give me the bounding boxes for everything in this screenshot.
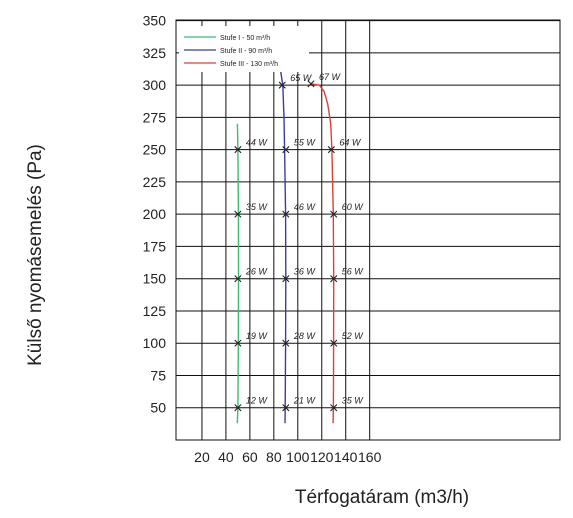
data-point-marker — [278, 81, 286, 89]
data-point-label: 21 W — [293, 396, 317, 406]
y-tick-label: 175 — [143, 238, 167, 254]
y-tick-label: 50 — [150, 400, 166, 416]
x-tick-label: 20 — [194, 449, 210, 465]
y-tick-label: 350 — [143, 13, 167, 29]
data-point-label: 36 W — [294, 267, 317, 277]
data-point-label: 67 W — [319, 72, 342, 82]
data-point-label: 28 W — [293, 331, 317, 341]
y-tick-label: 200 — [143, 206, 167, 222]
y-tick-label: 125 — [143, 303, 167, 319]
data-point-marker — [234, 339, 242, 347]
x-tick-label: 80 — [266, 449, 282, 465]
series-3: 35 W 52 W 56 W 60 W 64 W 67 W — [307, 72, 365, 424]
series-line — [276, 59, 287, 424]
data-point-marker — [234, 210, 242, 218]
legend-box — [179, 26, 309, 72]
y-tick-label: 300 — [143, 77, 167, 93]
legend-entry: Stufe II - 90 m³/h — [220, 48, 272, 55]
data-point-label: 60 W — [342, 202, 365, 212]
data-point-marker — [330, 404, 338, 412]
y-tick-label: 150 — [143, 271, 167, 287]
y-tick-labels: 50 75 100 125 150 175 200 225 250 275 300 325 350 — [143, 13, 167, 416]
data-point-marker — [234, 275, 242, 283]
y-tick-label: 100 — [143, 335, 167, 351]
data-point-label: 35 W — [342, 396, 365, 406]
x-tick-label: 60 — [242, 449, 258, 465]
y-tick-label: 325 — [143, 45, 167, 61]
data-point-marker — [327, 146, 335, 154]
x-axis-title: Térfogatáram (m3/h) — [295, 487, 469, 508]
x-tick-label: 160 — [358, 449, 382, 465]
data-point-marker — [330, 275, 338, 283]
x-tick-label: 140 — [334, 449, 358, 465]
x-tick-label: 100 — [286, 449, 310, 465]
y-tick-label: 225 — [143, 174, 167, 190]
x-tick-labels: 20 40 60 80 100 120 140 160 — [194, 449, 381, 465]
data-point-marker — [282, 339, 290, 347]
data-point-label: 52 W — [342, 331, 365, 341]
y-axis-title: Külső nyomásemelés (Pa) — [25, 144, 46, 366]
series-line — [236, 123, 240, 424]
series-1: 12 W 19 W 26 W 35 W 44 W — [234, 123, 269, 424]
data-point-label: 26 W — [245, 267, 269, 277]
y-tick-label: 250 — [143, 142, 167, 158]
y-tick-label: 275 — [143, 109, 167, 125]
plot-frame — [175, 19, 561, 441]
data-point-marker — [282, 146, 290, 154]
x-tick-label: 40 — [218, 449, 234, 465]
data-point-marker — [282, 210, 290, 218]
series-line — [310, 83, 335, 424]
data-point-label: 12 W — [246, 396, 269, 406]
data-point-label: 35 W — [246, 202, 269, 212]
data-point-label: 19 W — [246, 331, 269, 341]
legend: Stufe I - 50 m³/h Stufe II - 90 m³/h Stufe… — [179, 26, 309, 72]
legend-entry: Stufe III - 130 m³/h — [220, 61, 278, 68]
y-tick-label: 75 — [150, 367, 166, 383]
grid — [176, 20, 560, 440]
data-point-marker — [234, 404, 242, 412]
data-point-label: 44 W — [246, 138, 269, 148]
data-point-marker — [282, 404, 290, 412]
series-layer: 12 W 19 W 26 W 35 W 44 W 21 W 28 W 36 W 46 W 55 W… — [234, 59, 365, 424]
series-2: 21 W 28 W 36 W 46 W 55 W 65 W — [276, 59, 317, 424]
data-point-label: 65 W — [290, 73, 313, 83]
data-point-marker — [330, 210, 338, 218]
data-point-marker — [307, 80, 315, 88]
data-point-marker — [234, 146, 242, 154]
data-point-label: 46 W — [294, 202, 317, 212]
data-point-label: 64 W — [339, 138, 362, 148]
legend-entry: Stufe I - 50 m³/h — [220, 35, 270, 42]
data-point-label: 56 W — [342, 267, 365, 277]
data-point-marker — [282, 275, 290, 283]
x-tick-label: 120 — [310, 449, 334, 465]
data-point-marker — [330, 339, 338, 347]
data-point-label: 55 W — [294, 138, 317, 148]
